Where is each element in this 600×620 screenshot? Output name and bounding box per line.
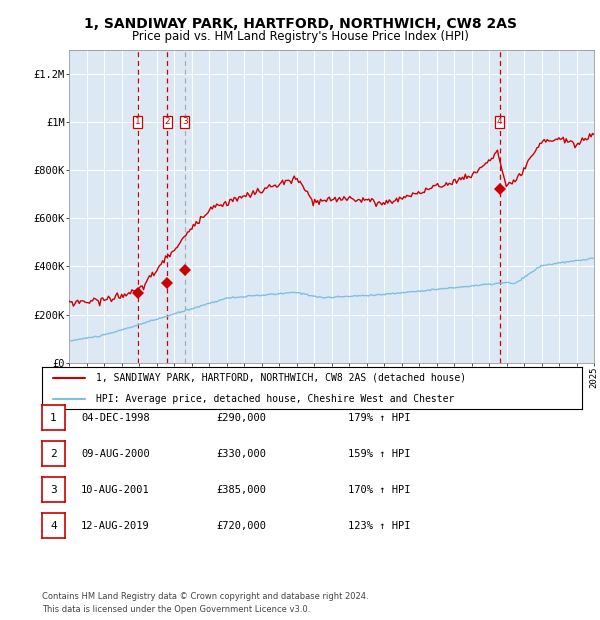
Text: 1: 1 — [50, 413, 57, 423]
Text: This data is licensed under the Open Government Licence v3.0.: This data is licensed under the Open Gov… — [42, 604, 310, 614]
Text: Contains HM Land Registry data © Crown copyright and database right 2024.: Contains HM Land Registry data © Crown c… — [42, 592, 368, 601]
Text: 2: 2 — [50, 449, 57, 459]
Text: £290,000: £290,000 — [216, 413, 266, 423]
Text: Price paid vs. HM Land Registry's House Price Index (HPI): Price paid vs. HM Land Registry's House … — [131, 30, 469, 43]
Text: HPI: Average price, detached house, Cheshire West and Chester: HPI: Average price, detached house, Ches… — [96, 394, 454, 404]
Text: 4: 4 — [50, 521, 57, 531]
Text: 4: 4 — [497, 117, 503, 126]
Text: 04-DEC-1998: 04-DEC-1998 — [81, 413, 150, 423]
Text: 2: 2 — [164, 117, 170, 126]
Text: £720,000: £720,000 — [216, 521, 266, 531]
Text: 12-AUG-2019: 12-AUG-2019 — [81, 521, 150, 531]
Text: 159% ↑ HPI: 159% ↑ HPI — [348, 449, 410, 459]
Text: 179% ↑ HPI: 179% ↑ HPI — [348, 413, 410, 423]
Text: 1, SANDIWAY PARK, HARTFORD, NORTHWICH, CW8 2AS: 1, SANDIWAY PARK, HARTFORD, NORTHWICH, C… — [83, 17, 517, 32]
Text: 09-AUG-2000: 09-AUG-2000 — [81, 449, 150, 459]
Text: 1: 1 — [135, 117, 140, 126]
Text: 170% ↑ HPI: 170% ↑ HPI — [348, 485, 410, 495]
Text: 3: 3 — [182, 117, 188, 126]
Text: 10-AUG-2001: 10-AUG-2001 — [81, 485, 150, 495]
Text: £330,000: £330,000 — [216, 449, 266, 459]
Text: 3: 3 — [50, 485, 57, 495]
Text: £385,000: £385,000 — [216, 485, 266, 495]
Text: 1, SANDIWAY PARK, HARTFORD, NORTHWICH, CW8 2AS (detached house): 1, SANDIWAY PARK, HARTFORD, NORTHWICH, C… — [96, 373, 466, 383]
Text: 123% ↑ HPI: 123% ↑ HPI — [348, 521, 410, 531]
